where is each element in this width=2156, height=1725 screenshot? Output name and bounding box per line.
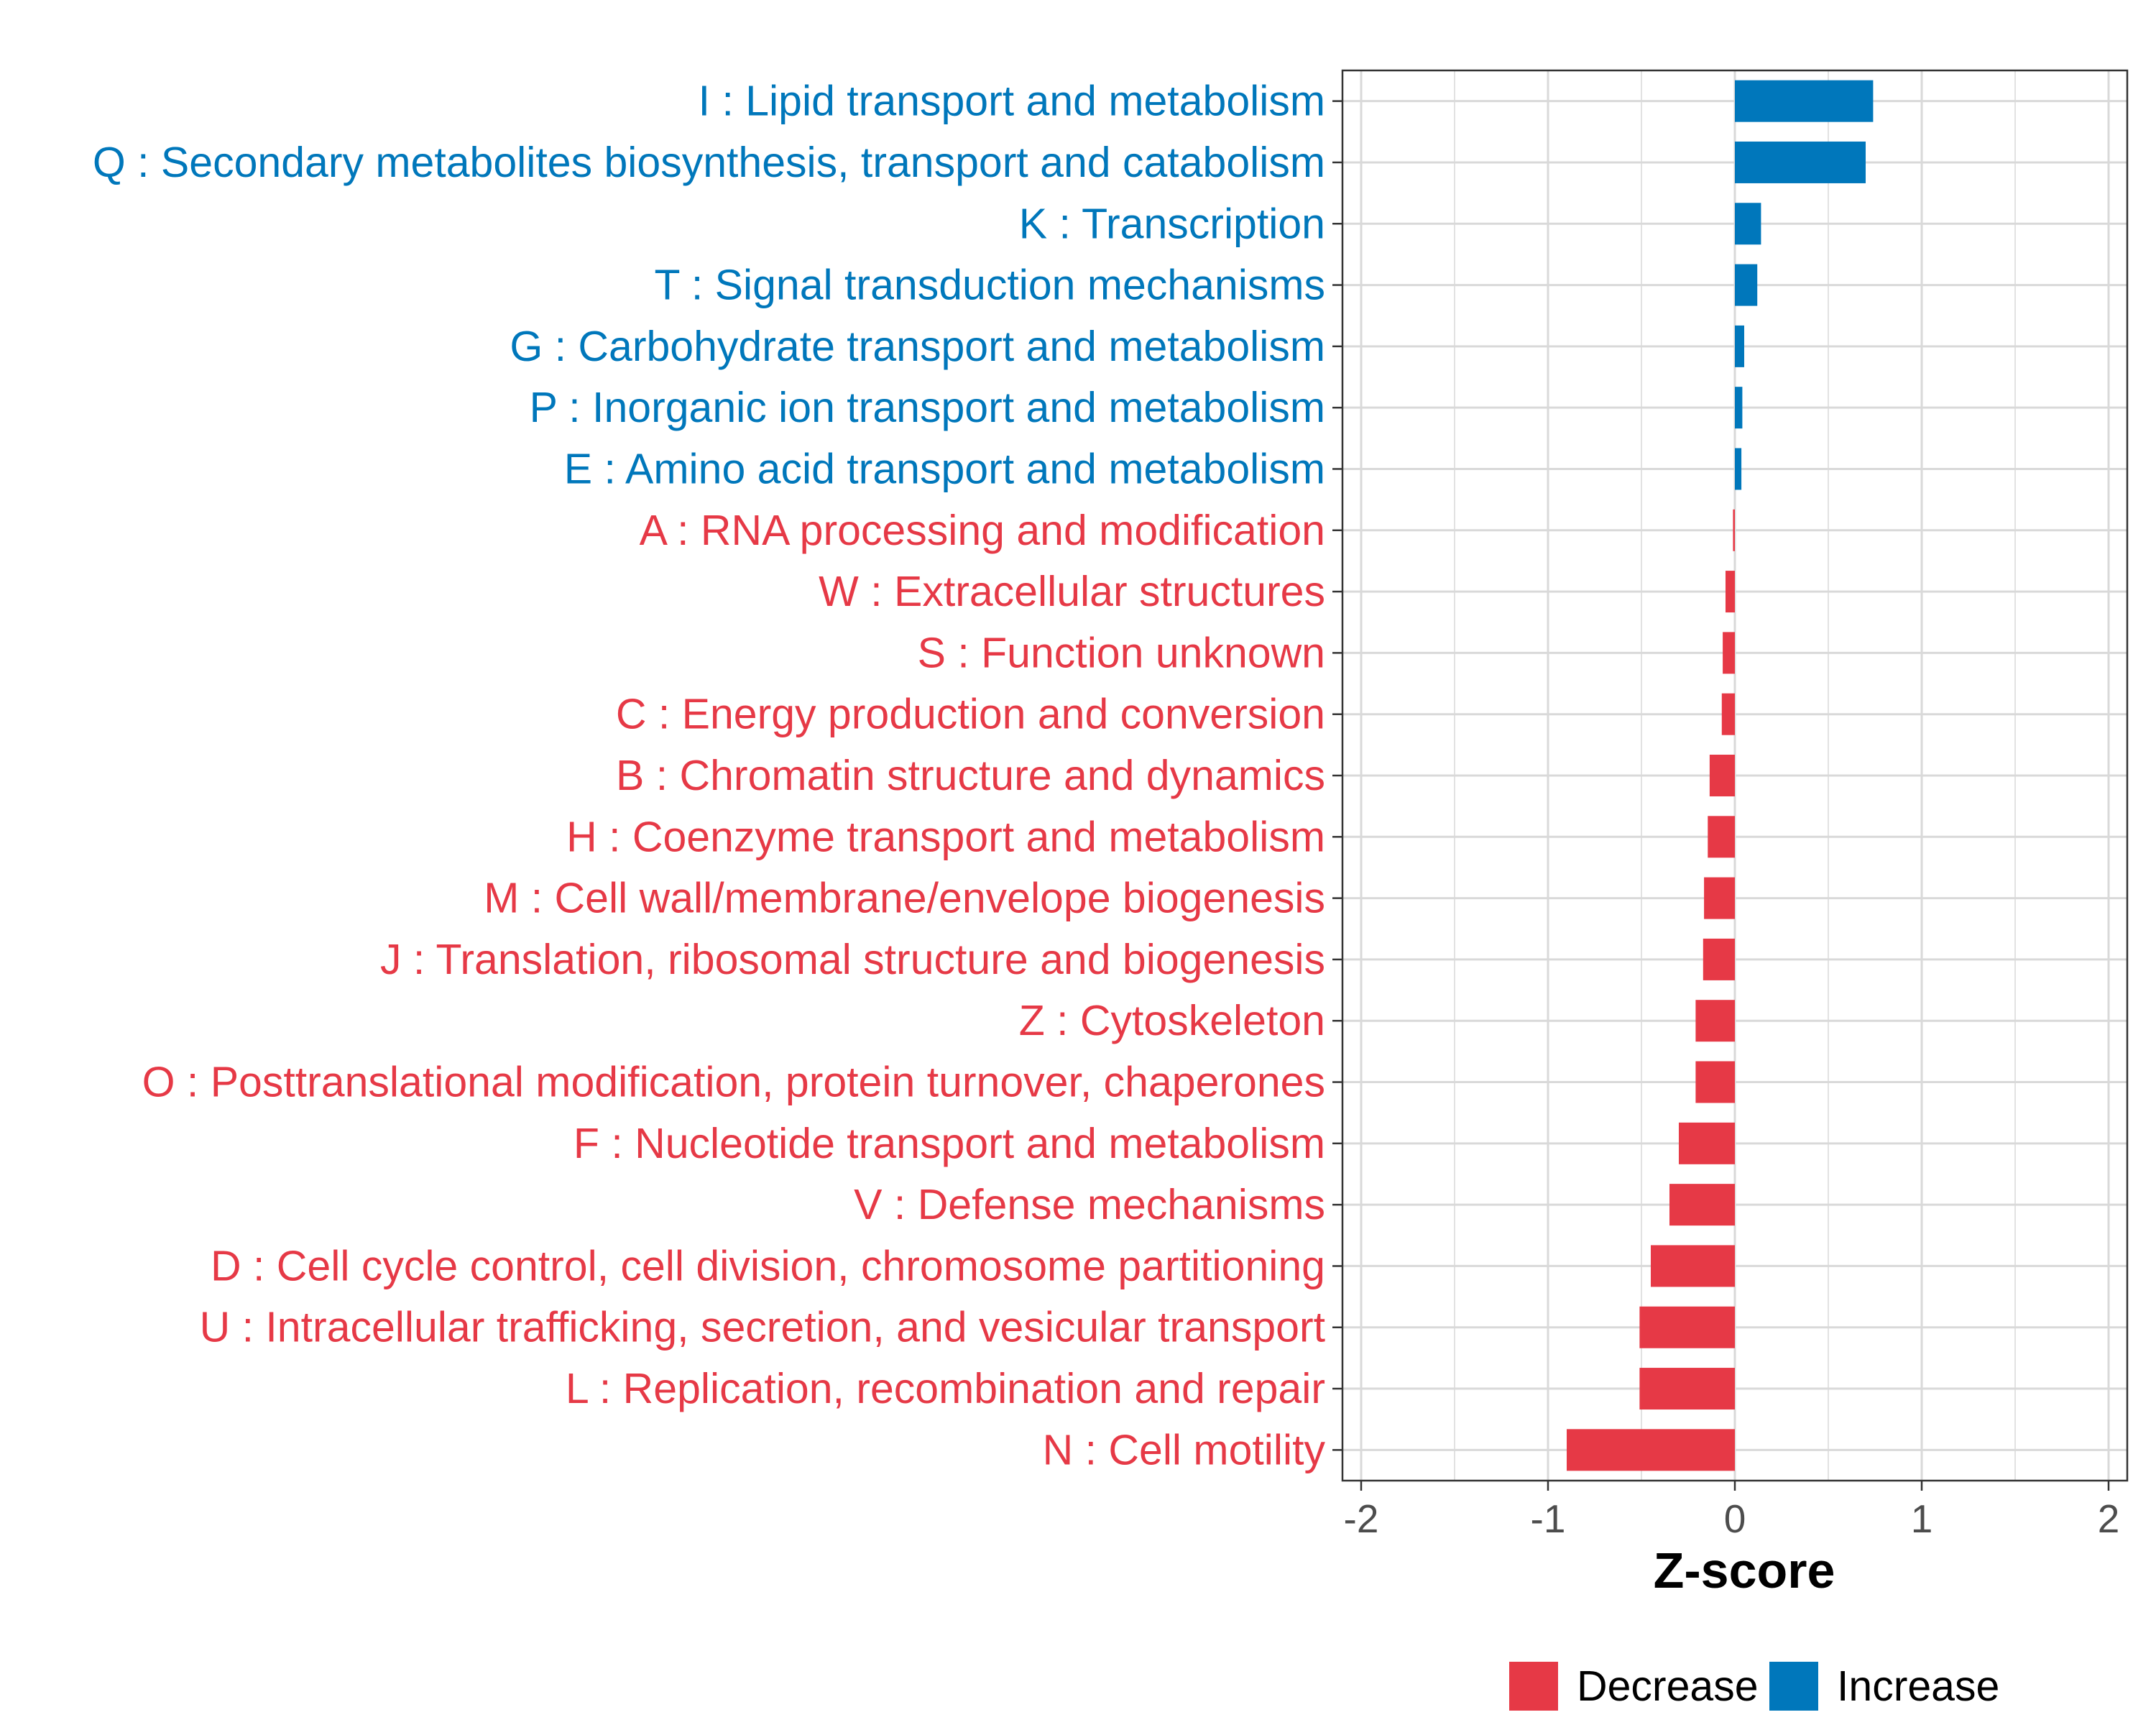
legend-label-increase: Increase [1837,1662,1999,1710]
bar-c [1721,693,1735,735]
x-tick-label: 1 [1911,1496,1933,1541]
category-label: G : Carbohydrate transport and metabolis… [510,323,1325,370]
bar-n [1567,1429,1735,1471]
category-label: F : Nucleotide transport and metabolism [573,1120,1325,1167]
bar-f [1679,1122,1735,1164]
bar-p [1735,387,1743,429]
category-label: A : RNA processing and modification [640,507,1325,554]
x-tick-label: -2 [1344,1496,1379,1541]
x-tick-label: -1 [1531,1496,1566,1541]
category-label: O : Posttranslational modification, prot… [142,1059,1325,1106]
bar-k [1735,203,1761,245]
category-label: C : Energy production and conversion [616,691,1325,738]
category-label: B : Chromatin structure and dynamics [616,752,1325,799]
bar-h [1708,816,1735,858]
y-axis-ticks [1332,100,1342,1451]
bars [1567,80,1874,1471]
bar-u [1639,1306,1735,1348]
category-label: D : Cell cycle control, cell division, c… [211,1242,1325,1289]
bar-q [1735,141,1866,183]
bar-l [1639,1368,1735,1410]
category-label: H : Coenzyme transport and metabolism [566,813,1325,860]
category-label: S : Function unknown [918,629,1325,676]
x-tick-label: 2 [2098,1496,2120,1541]
bar-m [1704,877,1735,919]
category-label: T : Signal transduction mechanisms [654,262,1325,309]
bar-t [1735,264,1758,306]
category-label: N : Cell motility [1043,1426,1326,1473]
legend-key-decrease [1509,1662,1558,1711]
category-label: J : Translation, ribosomal structure and… [380,936,1325,983]
x-axis-title: Z-score [1654,1542,1835,1598]
bar-d [1651,1245,1735,1287]
bar-z [1695,1000,1735,1042]
category-label: E : Amino acid transport and metabolism [564,445,1325,492]
bar-g [1735,325,1744,367]
category-label: I : Lipid transport and metabolism [699,78,1325,125]
legend: Decrease Increase [1509,1662,1999,1711]
legend-key-increase [1769,1662,1818,1711]
bar-w [1726,571,1735,613]
bar-b [1709,754,1735,797]
category-labels: I : Lipid transport and metabolism Q : Se… [93,78,1326,1474]
bar-v [1669,1184,1735,1226]
bar-j [1703,938,1735,980]
bar-i [1735,80,1874,122]
bar-e [1735,448,1742,490]
category-label: K : Transcription [1019,200,1325,247]
x-tick-label: 0 [1724,1496,1746,1541]
category-label: L : Replication, recombination and repai… [566,1365,1325,1412]
category-label: V : Defense mechanisms [854,1181,1325,1228]
category-label: W : Extracellular structures [819,568,1325,615]
bar-o [1695,1061,1735,1103]
category-label: P : Inorganic ion transport and metaboli… [530,384,1325,431]
x-axis-ticks: -2 -1 0 1 2 [1344,1481,2120,1541]
category-label: U : Intracellular trafficking, secretion… [200,1304,1325,1351]
legend-label-decrease: Decrease [1577,1662,1759,1710]
bar-a [1733,509,1735,551]
category-label: Q : Secondary metabolites biosynthesis, … [93,139,1325,186]
bar-s [1723,632,1735,674]
category-label: M : Cell wall/membrane/envelope biogenes… [484,875,1325,922]
category-label: Z : Cytoskeleton [1019,997,1325,1044]
